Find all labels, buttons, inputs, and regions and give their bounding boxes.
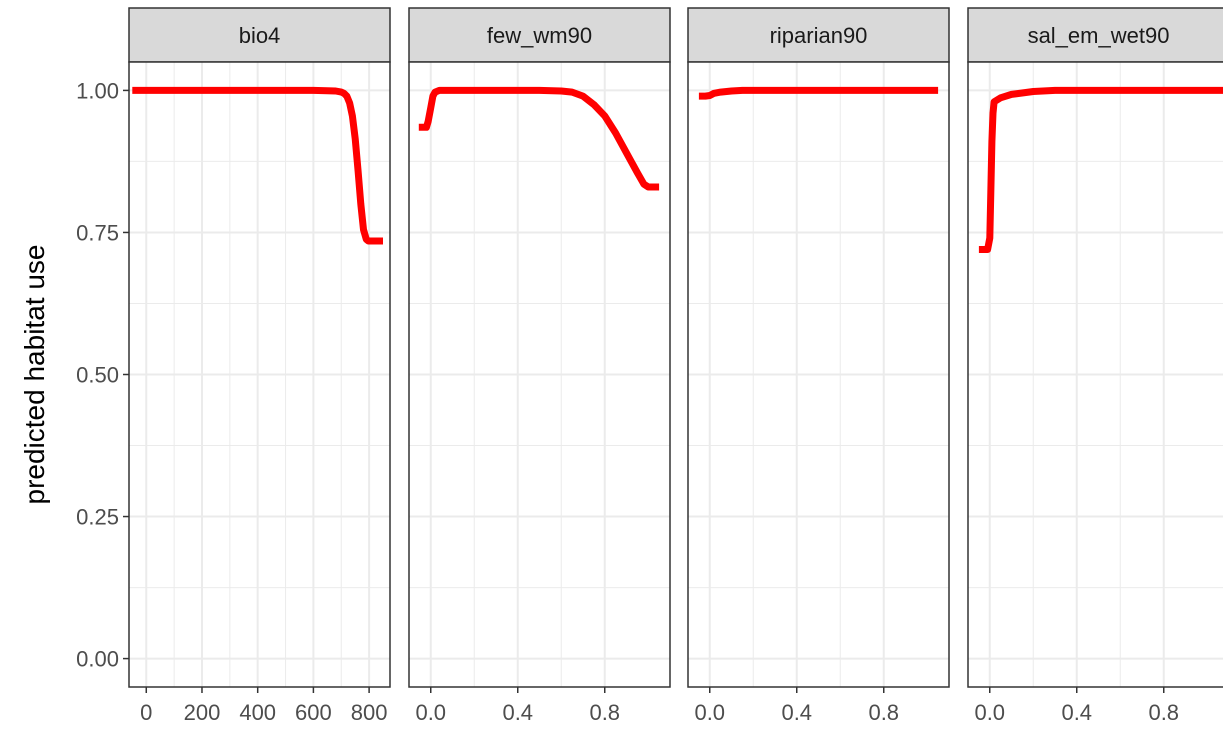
panel-border	[408, 61, 671, 688]
facet-strip	[687, 7, 950, 63]
response-curve-few_wm90	[418, 86, 660, 191]
x-tick-label: 0.0	[415, 700, 446, 725]
x-tick-label: 400	[239, 700, 276, 725]
y-tick-label: 0.75	[76, 220, 119, 245]
x-tick-label: 0.0	[694, 700, 725, 725]
x-tick-label: 0.8	[1148, 700, 1179, 725]
y-axis-title: predicted habitat use	[19, 245, 50, 505]
x-tick-label: 800	[351, 700, 388, 725]
panel-border	[967, 61, 1223, 688]
x-tick-label: 600	[295, 700, 332, 725]
x-tick-label: 0.4	[502, 700, 533, 725]
x-tick-label: 0.4	[1061, 700, 1092, 725]
facet-strip-label: bio4	[239, 23, 281, 48]
x-tick-label: 0.4	[781, 700, 812, 725]
x-tick-label: 0.8	[589, 700, 620, 725]
panel-border	[687, 61, 950, 688]
x-tick-label: 0.8	[868, 700, 899, 725]
facet-strip-label: sal_em_wet90	[1028, 23, 1170, 48]
y-tick-label: 0.50	[76, 363, 119, 388]
facet-strip-label: riparian90	[770, 23, 868, 48]
response-curve-riparian90	[698, 86, 939, 100]
facet-strip	[408, 7, 671, 63]
x-tick-label: 200	[184, 700, 221, 725]
y-tick-label: 0.00	[76, 647, 119, 672]
x-tick-label: 0.0	[974, 700, 1005, 725]
facet-strip	[128, 7, 391, 63]
response-curve-sal_em_wet90	[978, 86, 1223, 253]
facet-strip-label: few_wm90	[487, 23, 592, 48]
panel-border	[128, 61, 391, 688]
x-tick-label: 0	[140, 700, 152, 725]
y-tick-label: 1.00	[76, 78, 119, 103]
y-tick-label: 0.25	[76, 505, 119, 530]
response-curve-bio4	[132, 86, 383, 245]
